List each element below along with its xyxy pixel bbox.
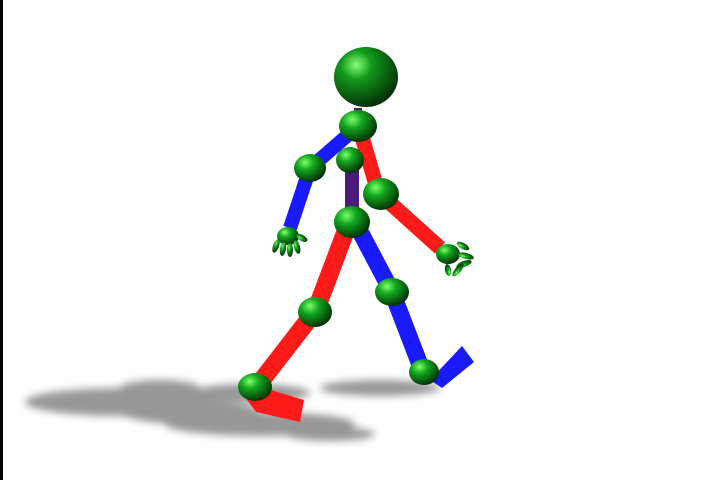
head (334, 47, 398, 107)
neck-joint (339, 110, 377, 142)
left-knee-joint (375, 278, 409, 306)
chest-joint (336, 147, 364, 173)
right-hand (436, 241, 474, 277)
left-ankle-joint (409, 359, 439, 385)
left-hand (272, 227, 308, 257)
joints (238, 110, 439, 401)
frame-edge (0, 0, 3, 480)
right-knee-joint (298, 297, 332, 327)
hip-joint (334, 206, 370, 238)
right-ankle-joint (238, 373, 272, 401)
ground-shadow (25, 380, 440, 441)
left-elbow-joint (294, 154, 326, 182)
right-elbow-joint (363, 178, 399, 210)
